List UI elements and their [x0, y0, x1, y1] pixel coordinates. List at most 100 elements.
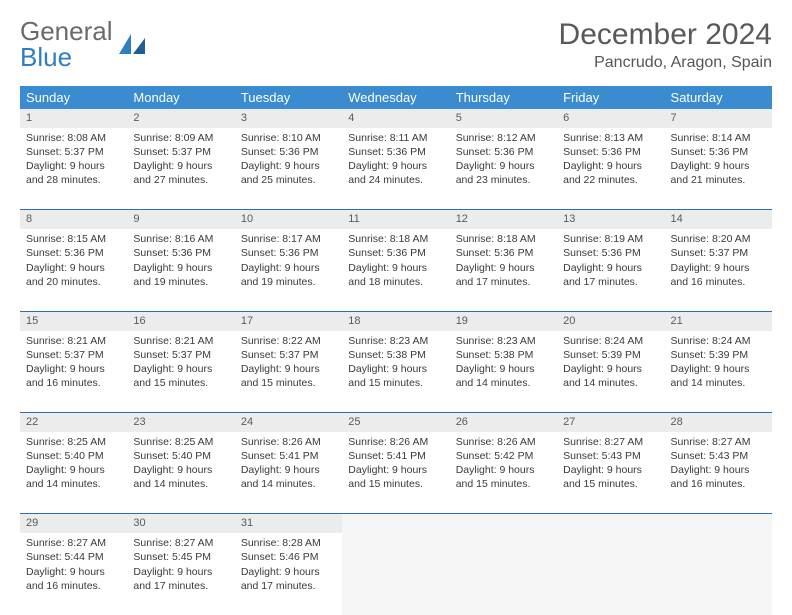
day-number-cell: 4: [342, 109, 449, 128]
daylight-line: Daylight: 9 hours and 28 minutes.: [26, 159, 121, 187]
day-number-cell: 29: [20, 514, 127, 533]
sunrise-line: Sunrise: 8:25 AM: [133, 435, 228, 449]
sunrise-line: Sunrise: 8:10 AM: [241, 131, 336, 145]
sunset-line: Sunset: 5:36 PM: [563, 246, 658, 260]
day-header: Sunday: [20, 86, 127, 109]
day-number-cell: 5: [450, 109, 557, 128]
day-content-cell: Sunrise: 8:28 AMSunset: 5:46 PMDaylight:…: [235, 533, 342, 615]
day-header: Tuesday: [235, 86, 342, 109]
sunset-line: Sunset: 5:40 PM: [133, 449, 228, 463]
calendar-head: SundayMondayTuesdayWednesdayThursdayFrid…: [20, 86, 772, 109]
daylight-line: Daylight: 9 hours and 16 minutes.: [671, 261, 766, 289]
day-content-cell: [342, 533, 449, 615]
daylight-line: Daylight: 9 hours and 15 minutes.: [456, 463, 551, 491]
sunrise-line: Sunrise: 8:27 AM: [133, 536, 228, 550]
day-content-cell: Sunrise: 8:22 AMSunset: 5:37 PMDaylight:…: [235, 331, 342, 413]
daylight-line: Daylight: 9 hours and 17 minutes.: [563, 261, 658, 289]
daylight-line: Daylight: 9 hours and 15 minutes.: [563, 463, 658, 491]
day-content-cell: Sunrise: 8:19 AMSunset: 5:36 PMDaylight:…: [557, 229, 664, 311]
sunrise-line: Sunrise: 8:13 AM: [563, 131, 658, 145]
sunrise-line: Sunrise: 8:16 AM: [133, 232, 228, 246]
day-content-cell: Sunrise: 8:09 AMSunset: 5:37 PMDaylight:…: [127, 128, 234, 210]
daylight-line: Daylight: 9 hours and 16 minutes.: [671, 463, 766, 491]
day-content-cell: Sunrise: 8:13 AMSunset: 5:36 PMDaylight:…: [557, 128, 664, 210]
sunset-line: Sunset: 5:37 PM: [241, 348, 336, 362]
sunrise-line: Sunrise: 8:24 AM: [563, 334, 658, 348]
sunrise-line: Sunrise: 8:27 AM: [563, 435, 658, 449]
day-number-cell: 15: [20, 311, 127, 330]
calendar-table: SundayMondayTuesdayWednesdayThursdayFrid…: [20, 86, 772, 615]
day-number-cell: 10: [235, 210, 342, 229]
sunset-line: Sunset: 5:36 PM: [348, 145, 443, 159]
sunset-line: Sunset: 5:45 PM: [133, 550, 228, 564]
week-number-row: 1234567: [20, 109, 772, 128]
day-content-cell: Sunrise: 8:12 AMSunset: 5:36 PMDaylight:…: [450, 128, 557, 210]
day-content-cell: Sunrise: 8:23 AMSunset: 5:38 PMDaylight:…: [342, 331, 449, 413]
daylight-line: Daylight: 9 hours and 20 minutes.: [26, 261, 121, 289]
day-number-cell: 11: [342, 210, 449, 229]
day-number-cell: [665, 514, 772, 533]
daylight-line: Daylight: 9 hours and 17 minutes.: [133, 565, 228, 593]
day-content-cell: [665, 533, 772, 615]
sunset-line: Sunset: 5:40 PM: [26, 449, 121, 463]
week-content-row: Sunrise: 8:08 AMSunset: 5:37 PMDaylight:…: [20, 128, 772, 210]
daylight-line: Daylight: 9 hours and 15 minutes.: [241, 362, 336, 390]
week-content-row: Sunrise: 8:21 AMSunset: 5:37 PMDaylight:…: [20, 331, 772, 413]
sunrise-line: Sunrise: 8:21 AM: [26, 334, 121, 348]
sunrise-line: Sunrise: 8:25 AM: [26, 435, 121, 449]
day-number-cell: 12: [450, 210, 557, 229]
day-content-cell: Sunrise: 8:16 AMSunset: 5:36 PMDaylight:…: [127, 229, 234, 311]
sunrise-line: Sunrise: 8:17 AM: [241, 232, 336, 246]
daylight-line: Daylight: 9 hours and 21 minutes.: [671, 159, 766, 187]
week-number-row: 293031: [20, 514, 772, 533]
sunset-line: Sunset: 5:39 PM: [563, 348, 658, 362]
daylight-line: Daylight: 9 hours and 19 minutes.: [241, 261, 336, 289]
day-number-cell: 14: [665, 210, 772, 229]
sunrise-line: Sunrise: 8:28 AM: [241, 536, 336, 550]
day-number-cell: 25: [342, 413, 449, 432]
sunrise-line: Sunrise: 8:23 AM: [348, 334, 443, 348]
sunset-line: Sunset: 5:36 PM: [456, 246, 551, 260]
daylight-line: Daylight: 9 hours and 17 minutes.: [241, 565, 336, 593]
day-number-cell: 6: [557, 109, 664, 128]
sunset-line: Sunset: 5:42 PM: [456, 449, 551, 463]
sunset-line: Sunset: 5:44 PM: [26, 550, 121, 564]
sunset-line: Sunset: 5:37 PM: [133, 145, 228, 159]
sunrise-line: Sunrise: 8:21 AM: [133, 334, 228, 348]
sunset-line: Sunset: 5:36 PM: [456, 145, 551, 159]
week-content-row: Sunrise: 8:15 AMSunset: 5:36 PMDaylight:…: [20, 229, 772, 311]
day-content-cell: [557, 533, 664, 615]
sunset-line: Sunset: 5:37 PM: [26, 145, 121, 159]
daylight-line: Daylight: 9 hours and 14 minutes.: [133, 463, 228, 491]
sunset-line: Sunset: 5:36 PM: [241, 145, 336, 159]
location-text: Pancrudo, Aragon, Spain: [559, 54, 772, 72]
daylight-line: Daylight: 9 hours and 25 minutes.: [241, 159, 336, 187]
sunrise-line: Sunrise: 8:23 AM: [456, 334, 551, 348]
day-content-cell: Sunrise: 8:11 AMSunset: 5:36 PMDaylight:…: [342, 128, 449, 210]
sunset-line: Sunset: 5:46 PM: [241, 550, 336, 564]
daylight-line: Daylight: 9 hours and 15 minutes.: [348, 463, 443, 491]
sunrise-line: Sunrise: 8:15 AM: [26, 232, 121, 246]
sunset-line: Sunset: 5:43 PM: [671, 449, 766, 463]
day-header: Wednesday: [342, 86, 449, 109]
sunset-line: Sunset: 5:37 PM: [26, 348, 121, 362]
day-number-cell: [450, 514, 557, 533]
sunset-line: Sunset: 5:43 PM: [563, 449, 658, 463]
week-number-row: 22232425262728: [20, 413, 772, 432]
daylight-line: Daylight: 9 hours and 15 minutes.: [133, 362, 228, 390]
day-header: Friday: [557, 86, 664, 109]
daylight-line: Daylight: 9 hours and 27 minutes.: [133, 159, 228, 187]
day-header: Saturday: [665, 86, 772, 109]
sunrise-line: Sunrise: 8:12 AM: [456, 131, 551, 145]
sunset-line: Sunset: 5:39 PM: [671, 348, 766, 362]
day-number-cell: 19: [450, 311, 557, 330]
brand-word2: Blue: [20, 42, 72, 72]
sunset-line: Sunset: 5:36 PM: [26, 246, 121, 260]
sunset-line: Sunset: 5:37 PM: [133, 348, 228, 362]
day-number-cell: 8: [20, 210, 127, 229]
daylight-line: Daylight: 9 hours and 15 minutes.: [348, 362, 443, 390]
daylight-line: Daylight: 9 hours and 22 minutes.: [563, 159, 658, 187]
daylight-line: Daylight: 9 hours and 14 minutes.: [26, 463, 121, 491]
day-content-cell: [450, 533, 557, 615]
daylight-line: Daylight: 9 hours and 24 minutes.: [348, 159, 443, 187]
